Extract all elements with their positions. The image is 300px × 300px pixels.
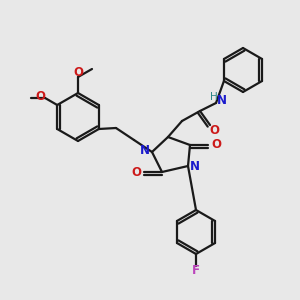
Text: O: O xyxy=(209,124,219,137)
Text: F: F xyxy=(192,265,200,278)
Text: O: O xyxy=(35,89,45,103)
Text: N: N xyxy=(190,160,200,172)
Text: N: N xyxy=(140,145,150,158)
Text: N: N xyxy=(217,94,227,107)
Text: O: O xyxy=(211,139,221,152)
Text: H: H xyxy=(210,92,218,102)
Text: O: O xyxy=(73,67,83,80)
Text: O: O xyxy=(131,166,141,178)
